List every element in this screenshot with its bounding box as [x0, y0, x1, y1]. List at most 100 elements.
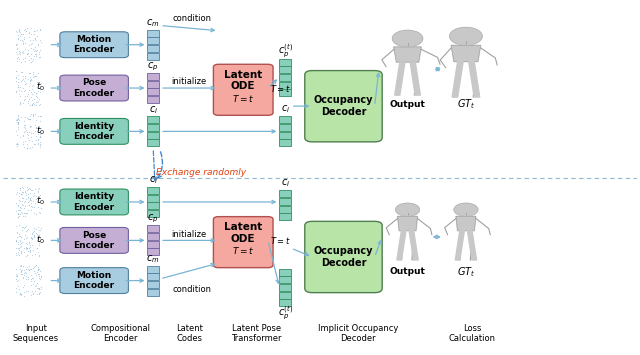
Point: [15, 134, 26, 140]
Point: [33, 271, 43, 277]
Point: [33, 267, 43, 272]
Point: [29, 233, 40, 238]
Point: [32, 94, 42, 100]
Point: [13, 83, 23, 88]
Point: [19, 272, 29, 278]
Point: [13, 80, 23, 85]
Point: [29, 235, 39, 240]
Point: [17, 191, 27, 197]
Point: [11, 223, 21, 229]
Point: [22, 245, 32, 251]
Polygon shape: [456, 216, 476, 231]
Point: [26, 59, 36, 65]
Point: [26, 40, 36, 46]
Point: [19, 225, 29, 231]
Point: [22, 184, 32, 189]
Point: [24, 84, 34, 89]
Point: [11, 78, 21, 84]
Point: [15, 291, 25, 296]
Circle shape: [449, 27, 483, 45]
Point: [13, 32, 23, 38]
Text: Implicit Occupancy
Decoder: Implicit Occupancy Decoder: [318, 324, 398, 344]
Point: [20, 73, 30, 78]
Point: [31, 93, 41, 98]
Point: [11, 68, 21, 74]
Point: [13, 122, 23, 127]
Point: [25, 250, 35, 255]
Point: [17, 69, 28, 75]
Point: [12, 55, 22, 61]
Point: [32, 270, 42, 275]
Point: [15, 93, 25, 99]
Point: [20, 114, 31, 120]
Point: [35, 142, 45, 148]
Text: Latent
Codes: Latent Codes: [177, 324, 204, 344]
Point: [15, 100, 25, 106]
Point: [15, 291, 25, 297]
Point: [18, 50, 28, 56]
Text: Output: Output: [390, 267, 426, 276]
Point: [24, 137, 34, 143]
Point: [24, 37, 35, 43]
Polygon shape: [455, 231, 465, 260]
Point: [22, 145, 33, 151]
Bar: [280, 59, 291, 66]
Point: [20, 93, 30, 99]
Point: [33, 264, 43, 270]
Point: [28, 37, 38, 43]
Point: [11, 250, 21, 256]
Point: [34, 86, 44, 91]
Point: [26, 187, 36, 193]
Point: [22, 145, 32, 151]
Bar: [147, 53, 159, 60]
Text: initialize: initialize: [171, 77, 206, 86]
Point: [30, 73, 40, 78]
Point: [16, 243, 26, 248]
Point: [33, 41, 43, 47]
Point: [20, 125, 30, 131]
Point: [12, 277, 22, 282]
Point: [29, 225, 39, 231]
Point: [12, 237, 22, 243]
Bar: [147, 210, 159, 217]
Point: [31, 285, 42, 291]
Point: [17, 37, 28, 43]
Point: [33, 131, 43, 136]
Point: [35, 291, 45, 297]
Point: [30, 263, 40, 269]
Point: [20, 58, 30, 64]
Point: [13, 246, 23, 251]
Point: [30, 283, 40, 289]
Point: [10, 238, 20, 244]
Point: [15, 240, 26, 246]
Point: [21, 81, 31, 86]
Point: [21, 288, 31, 294]
Point: [15, 241, 26, 247]
Point: [19, 144, 29, 150]
Point: [16, 263, 26, 268]
Point: [29, 141, 40, 146]
Point: [31, 99, 41, 105]
Point: [20, 198, 30, 204]
Point: [12, 132, 22, 138]
Text: $T=t$: $T=t$: [270, 83, 291, 93]
Point: [27, 187, 37, 192]
Point: [21, 245, 31, 250]
Point: [21, 211, 31, 216]
Point: [15, 248, 26, 253]
Point: [33, 285, 44, 291]
Point: [18, 274, 28, 280]
Point: [30, 128, 40, 133]
Point: [20, 266, 31, 272]
Point: [31, 124, 41, 130]
Point: [35, 274, 45, 279]
Point: [20, 189, 30, 194]
Text: $c_p$: $c_p$: [147, 60, 159, 72]
Polygon shape: [410, 62, 420, 95]
Bar: [147, 195, 159, 202]
Point: [17, 73, 28, 78]
Point: [12, 140, 22, 146]
Text: $c_i$: $c_i$: [280, 103, 290, 115]
Point: [13, 36, 23, 42]
Text: Pose
Encoder: Pose Encoder: [74, 231, 115, 250]
